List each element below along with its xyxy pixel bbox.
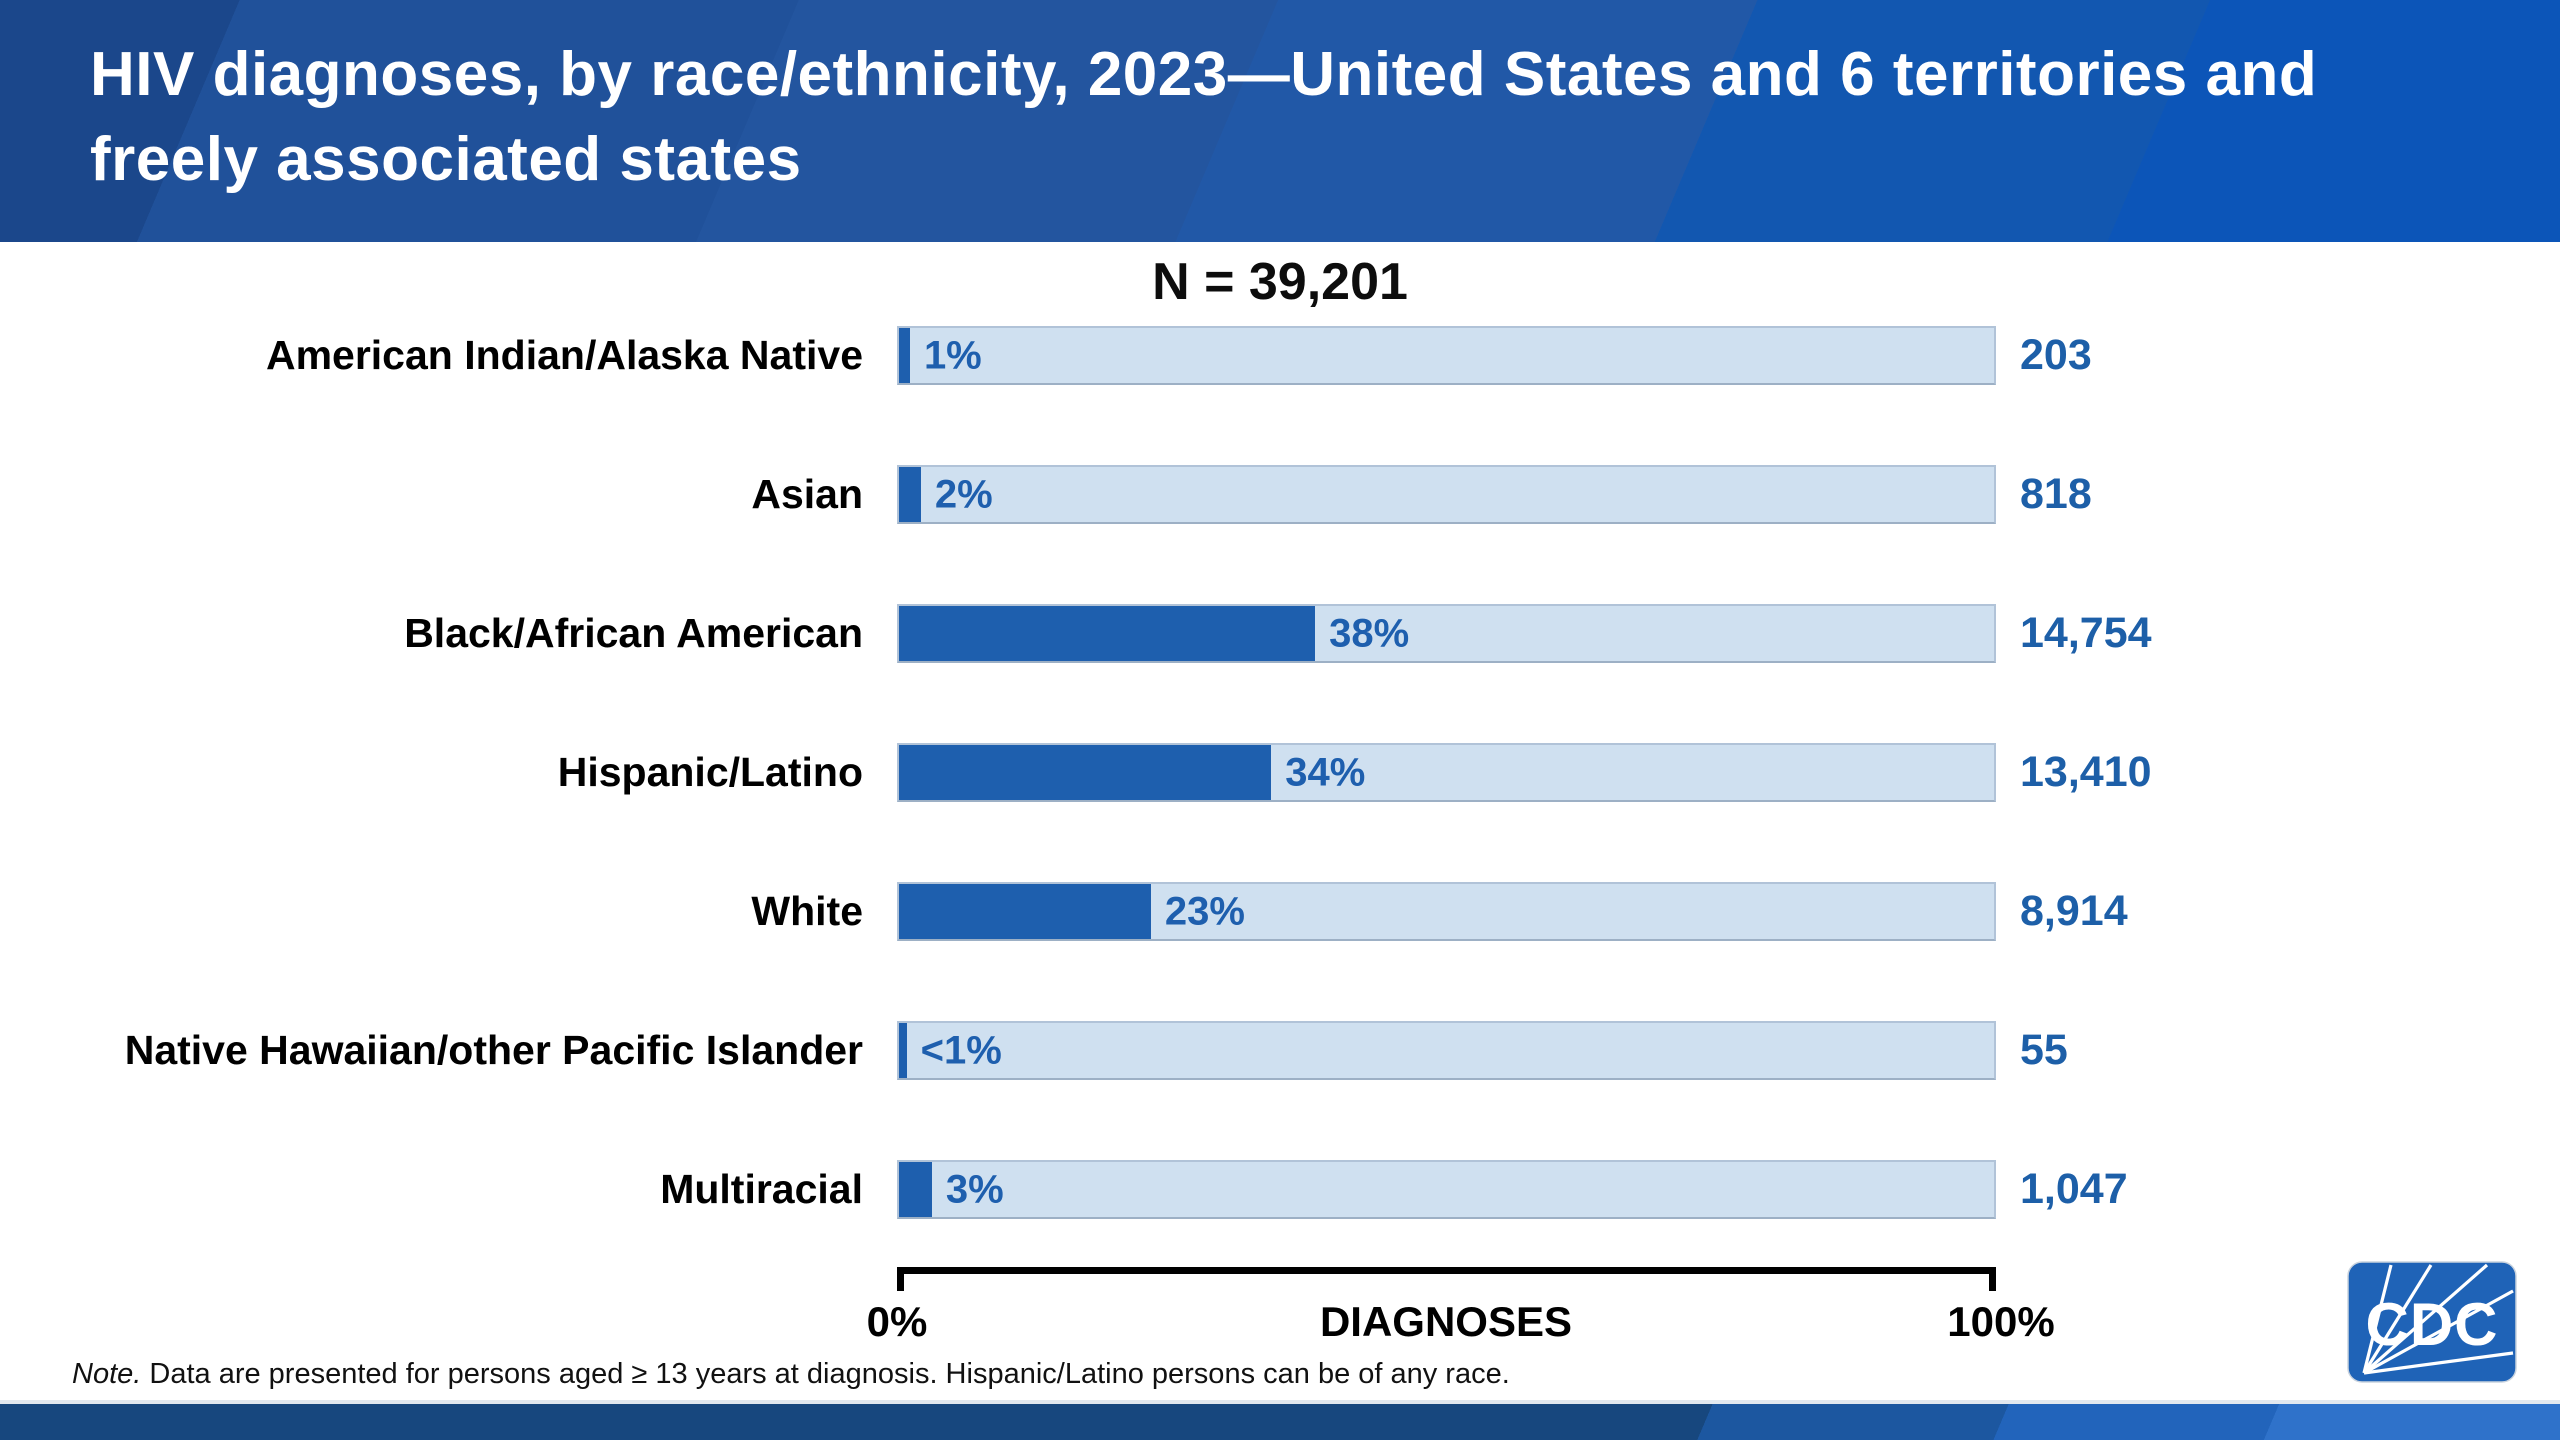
bar-track: <1% <box>897 1021 1996 1080</box>
count-label: 13,410 <box>2020 748 2152 796</box>
footnote: Note. Data are presented for persons age… <box>72 1358 1510 1391</box>
total-n-label: N = 39,201 <box>1152 253 1408 311</box>
percent-label: 3% <box>945 1167 1004 1211</box>
count-label: 1,047 <box>2020 1165 2128 1213</box>
percent-label: 23% <box>1164 889 1245 933</box>
category-label: American Indian/Alaska Native <box>265 332 863 378</box>
count-label: 8,914 <box>2020 887 2128 935</box>
footnote-body: Data are presented for persons aged ≥ 13… <box>141 1358 1510 1390</box>
category-label: Asian <box>751 471 863 517</box>
count-label: 55 <box>2020 1026 2068 1074</box>
bar-fill <box>899 606 1316 661</box>
slide-title: HIV diagnoses, by race/ethnicity, 2023—U… <box>90 40 2318 194</box>
category-label: Multiracial <box>660 1166 863 1212</box>
x-axis-line <box>897 1267 1996 1291</box>
bar-fill <box>899 884 1151 939</box>
bar-track: 1% <box>897 326 1996 385</box>
count-label: 14,754 <box>2020 609 2152 657</box>
bar-track: 2% <box>897 465 1996 524</box>
bar-fill <box>899 328 910 383</box>
footnote-prefix: Note. <box>72 1358 142 1390</box>
bar-fill <box>899 1023 907 1078</box>
chart-row: Hispanic/Latino 34% 13,410 <box>0 743 2152 802</box>
chart-row: Native Hawaiian/other Pacific Islander <… <box>0 1021 2152 1080</box>
x-axis-tick-100: 100% <box>1947 1298 2055 1345</box>
count-label: 203 <box>2020 331 2092 379</box>
percent-label: 1% <box>923 333 982 377</box>
percent-label: 34% <box>1285 750 1366 794</box>
percent-label: 38% <box>1329 611 1410 655</box>
bar-track: 34% <box>897 743 1996 802</box>
bar-track: 3% <box>897 1160 1996 1219</box>
bar-track: 38% <box>897 604 1996 663</box>
category-label: Hispanic/Latino <box>557 749 863 795</box>
bar-fill <box>899 1162 932 1217</box>
footer-stripe <box>0 1400 2560 1440</box>
bar-track: 23% <box>897 882 1996 941</box>
chart-row: Asian 2% 818 <box>0 465 2152 524</box>
chart-row: Black/African American 38% 14,754 <box>0 604 2152 663</box>
x-axis-tick-0: 0% <box>866 1298 928 1345</box>
bar-chart: American Indian/Alaska Native 1% 203 Asi… <box>0 326 2152 1299</box>
category-label: Black/African American <box>404 610 863 656</box>
count-label: 818 <box>2020 470 2092 518</box>
x-axis-title: DIAGNOSES <box>1319 1298 1573 1345</box>
chart-row: American Indian/Alaska Native 1% 203 <box>0 326 2152 385</box>
category-label: White <box>751 888 863 934</box>
category-label: Native Hawaiian/other Pacific Islander <box>124 1027 863 1073</box>
bar-fill <box>899 745 1272 800</box>
percent-label: 2% <box>934 472 993 516</box>
chart-row: White 23% 8,914 <box>0 882 2152 941</box>
header-banner: HIV diagnoses, by race/ethnicity, 2023—U… <box>0 0 2560 242</box>
cdc-logo-rays <box>2362 1263 2514 1375</box>
cdc-logo: CDC <box>2347 1261 2517 1383</box>
percent-label: <1% <box>920 1028 1002 1072</box>
cdc-logo-text: CDC <box>2366 1291 2499 1358</box>
bar-fill <box>899 467 921 522</box>
chart-row: Multiracial 3% 1,047 <box>0 1160 2152 1219</box>
